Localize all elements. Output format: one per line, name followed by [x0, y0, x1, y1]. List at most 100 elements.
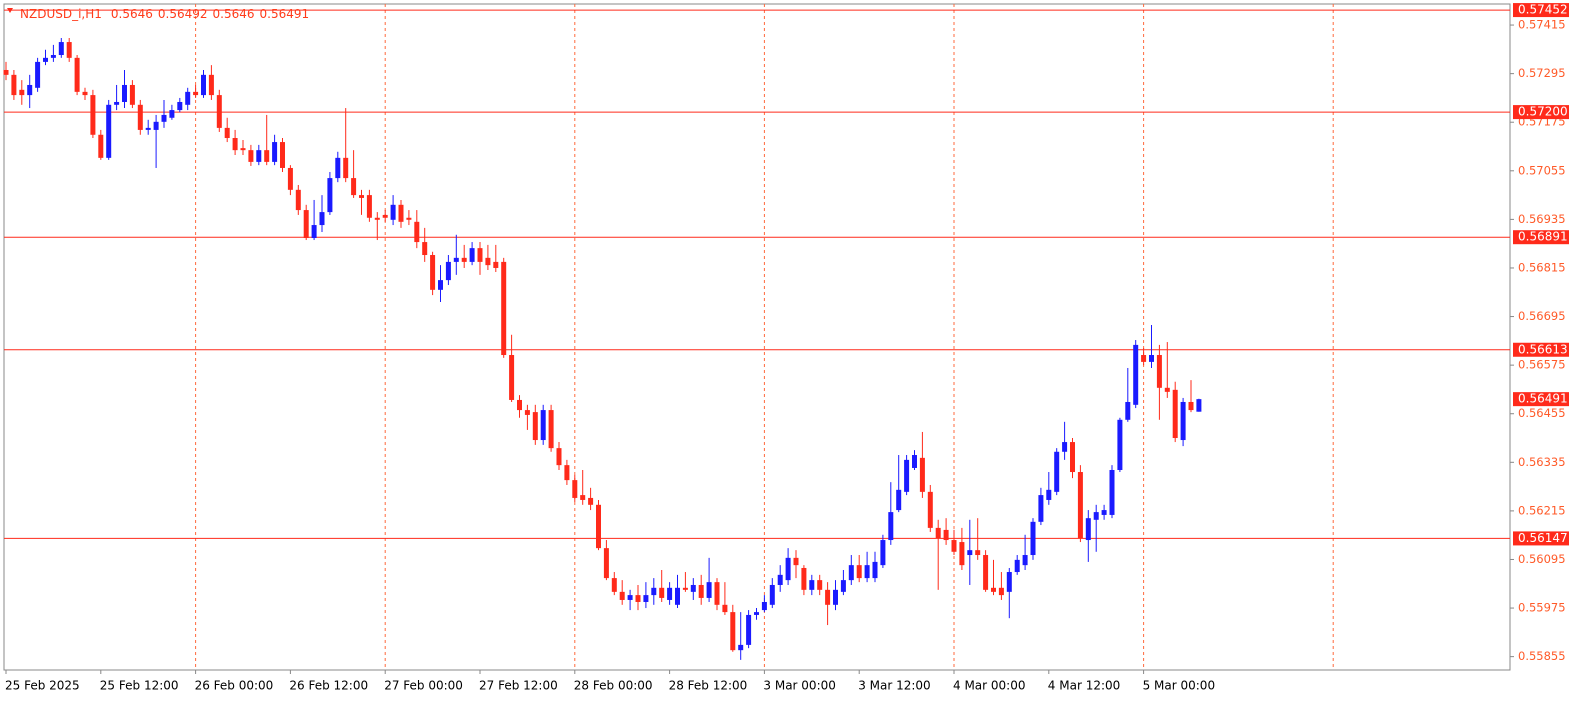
- candle-body: [580, 495, 586, 500]
- y-tick-label: 0.57295: [1518, 66, 1566, 80]
- candle-body: [548, 410, 554, 449]
- level-label-bg: [1513, 3, 1569, 18]
- x-tick-label: 4 Mar 12:00: [1048, 679, 1121, 693]
- candle-body: [888, 512, 894, 541]
- candle-body: [1054, 451, 1060, 492]
- candle-body: [208, 74, 214, 96]
- candle-body: [327, 178, 333, 213]
- candle-body: [809, 580, 815, 590]
- price-label: 0.56491: [1518, 392, 1568, 406]
- candle-body: [959, 542, 965, 566]
- candle-body: [1030, 521, 1036, 556]
- y-tick-label: 0.56095: [1518, 552, 1566, 566]
- candle-body: [1109, 469, 1115, 515]
- candle-body: [1085, 518, 1091, 541]
- candle-body: [1070, 442, 1075, 473]
- price-label-bg: [1513, 392, 1569, 407]
- candle-body: [351, 178, 357, 196]
- candle-body: [1141, 355, 1147, 362]
- candle-body: [461, 257, 467, 262]
- candle-body: [398, 204, 404, 222]
- level-label: 0.56147: [1518, 531, 1568, 545]
- candle-body: [943, 529, 949, 541]
- x-tick-label: 28 Feb 12:00: [669, 679, 748, 693]
- candle-body: [287, 167, 293, 190]
- candle-body: [422, 242, 428, 256]
- x-tick-label: 28 Feb 00:00: [574, 679, 653, 693]
- candle-body: [295, 189, 301, 211]
- candle-body: [129, 84, 135, 105]
- candle-body: [1014, 559, 1020, 573]
- candle-body: [730, 612, 736, 651]
- header-open: 0.5646: [111, 7, 153, 21]
- candle-body: [524, 410, 530, 415]
- candle-body: [975, 550, 981, 556]
- candle-body: [445, 261, 451, 281]
- candle-body: [540, 410, 546, 441]
- candle-body: [98, 134, 104, 158]
- candle-body: [761, 601, 767, 611]
- candle-body: [769, 584, 775, 605]
- candle-body: [137, 104, 143, 130]
- candle-body: [248, 150, 254, 162]
- candle-body: [785, 557, 791, 581]
- candle-body: [777, 574, 783, 585]
- candle-body: [572, 480, 578, 498]
- candle-body: [667, 587, 673, 600]
- y-tick-label: 0.55975: [1518, 601, 1566, 615]
- x-tick-label: 25 Feb 2025: [5, 679, 80, 693]
- candle-body: [509, 355, 515, 400]
- candle-body: [366, 195, 372, 218]
- candle-body: [185, 91, 191, 105]
- candle-body: [74, 57, 80, 92]
- candle-body: [66, 42, 72, 58]
- candle-body: [106, 104, 112, 158]
- candle-body: [1172, 389, 1178, 439]
- candle-body: [3, 69, 9, 75]
- level-label: 0.57452: [1518, 3, 1568, 17]
- candle-body: [50, 55, 56, 58]
- candle-body: [643, 595, 649, 602]
- level-label: 0.56891: [1518, 230, 1568, 244]
- y-tick-label: 0.56335: [1518, 455, 1566, 469]
- candle-body: [951, 540, 957, 552]
- candle-body: [872, 561, 878, 579]
- candle-body: [675, 587, 680, 605]
- candle-body: [793, 557, 799, 566]
- candle-body: [1077, 472, 1083, 539]
- candle-body: [1093, 512, 1099, 520]
- candle-body: [556, 448, 562, 466]
- candle-body: [201, 74, 206, 96]
- candle-body: [619, 591, 625, 600]
- candle-body: [193, 91, 199, 96]
- candle-body: [485, 257, 491, 266]
- candle-body: [27, 84, 33, 96]
- y-tick-label: 0.56575: [1518, 358, 1566, 372]
- y-tick-label: 0.56935: [1518, 212, 1566, 226]
- candle-body: [90, 95, 96, 135]
- candle-body: [169, 110, 175, 118]
- candle-body: [232, 138, 238, 151]
- header-close: 0.56491: [260, 7, 310, 21]
- candle-body: [319, 212, 325, 226]
- candle-body: [1117, 419, 1123, 470]
- x-tick-label: 26 Feb 12:00: [289, 679, 368, 693]
- candle-body: [714, 582, 720, 605]
- candle-body: [114, 101, 120, 105]
- candle-body: [501, 261, 507, 356]
- candle-body: [145, 127, 151, 130]
- candle-body: [935, 527, 941, 539]
- candle-body: [1125, 401, 1131, 420]
- plot-frame: [3, 3, 1511, 671]
- candle-body: [825, 589, 831, 605]
- level-label-bg: [1513, 531, 1569, 546]
- candle-body: [1046, 489, 1052, 500]
- candle-body: [1133, 344, 1139, 405]
- candle-body: [927, 491, 933, 528]
- candle-body: [1022, 555, 1028, 566]
- candle-body: [264, 150, 270, 162]
- candle-body: [453, 257, 459, 262]
- y-tick-label: 0.55855: [1518, 649, 1566, 663]
